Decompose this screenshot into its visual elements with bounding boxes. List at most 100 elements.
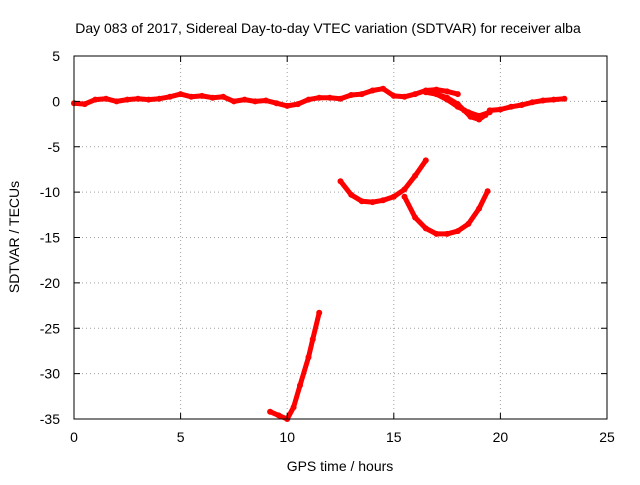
x-tick-label-1: 5 bbox=[177, 429, 185, 445]
point-steep-descent-1 bbox=[275, 412, 282, 419]
point-main-band-4 bbox=[113, 98, 120, 105]
series-line-arc-2 bbox=[402, 188, 491, 237]
y-tick-label-8: -35 bbox=[40, 411, 60, 427]
point-late-band-1 bbox=[497, 106, 504, 113]
point-main-band-23 bbox=[316, 94, 323, 101]
point-main-band-31 bbox=[401, 93, 408, 100]
chart-title: Day 083 of 2017, Sidereal Day-to-day VTE… bbox=[75, 20, 581, 36]
point-main-band-26 bbox=[348, 92, 355, 98]
point-arc-2-4 bbox=[444, 230, 451, 237]
point-late-band-4 bbox=[529, 99, 536, 106]
point-dip-branch-lower-2 bbox=[454, 101, 461, 108]
x-tick-label-5: 25 bbox=[599, 429, 615, 445]
series-dip-branch-lower bbox=[433, 91, 489, 123]
x-axis-label: GPS time / hours bbox=[287, 458, 394, 474]
point-main-band-7 bbox=[145, 96, 152, 103]
x-tick-label-4: 20 bbox=[493, 429, 509, 445]
point-main-band-8 bbox=[156, 95, 163, 102]
point-main-band-25 bbox=[337, 95, 344, 102]
series-group bbox=[71, 85, 568, 422]
point-main-band-15 bbox=[230, 98, 237, 105]
point-main-band-30 bbox=[390, 92, 397, 99]
y-tick-label-5: -20 bbox=[40, 275, 60, 291]
series-arc-2 bbox=[401, 188, 491, 237]
point-dip-branch-lower-5 bbox=[476, 116, 483, 123]
point-main-band-18 bbox=[262, 97, 269, 104]
point-arc-2-5 bbox=[454, 228, 461, 235]
point-dip-branch-lower-1 bbox=[444, 94, 451, 101]
point-steep-descent-3 bbox=[290, 404, 297, 411]
x-tick-label-3: 15 bbox=[386, 429, 402, 445]
point-main-band-9 bbox=[166, 93, 173, 100]
point-arc-2-1 bbox=[412, 214, 419, 221]
point-main-band-1 bbox=[81, 101, 88, 108]
point-main-band-35 bbox=[444, 88, 451, 95]
point-main-band-19 bbox=[273, 100, 280, 107]
point-arc-1-1 bbox=[348, 191, 355, 198]
point-main-band-27 bbox=[358, 91, 365, 98]
point-dip-branch-lower-4 bbox=[467, 113, 474, 120]
series-arc-1 bbox=[337, 157, 429, 206]
point-dip-branch-lower-3 bbox=[461, 107, 468, 114]
axis-ticks: 0 5 10 15 20 25 5 0 -5 -10 -15 -20 -25 -30 -35 bbox=[40, 48, 615, 445]
point-steep-descent-5 bbox=[305, 354, 312, 361]
point-arc-1-4 bbox=[380, 197, 387, 204]
point-main-band-13 bbox=[209, 94, 216, 101]
point-arc-1-2 bbox=[358, 198, 365, 205]
series-steep-descent bbox=[267, 309, 323, 422]
point-main-band-34 bbox=[433, 86, 440, 93]
point-main-band-14 bbox=[220, 93, 227, 100]
point-late-band-2 bbox=[508, 103, 515, 110]
point-main-band-17 bbox=[252, 98, 259, 105]
point-main-band-6 bbox=[135, 95, 141, 102]
point-arc-2-6 bbox=[465, 220, 472, 227]
point-dip-branch-upper-0 bbox=[422, 89, 429, 96]
point-late-band-5 bbox=[540, 97, 546, 104]
point-main-band-11 bbox=[188, 93, 195, 100]
series-main-band bbox=[71, 85, 461, 109]
point-arc-1-3 bbox=[369, 199, 376, 206]
point-arc-1-8 bbox=[422, 157, 429, 164]
plot-frame bbox=[73, 55, 608, 420]
point-main-band-3 bbox=[103, 95, 109, 102]
grid-lines bbox=[74, 56, 607, 419]
x-tick-label-2: 10 bbox=[279, 429, 295, 445]
point-arc-2-2 bbox=[422, 225, 429, 232]
point-main-band-5 bbox=[124, 96, 131, 103]
point-arc-2-0 bbox=[401, 193, 408, 200]
point-main-band-32 bbox=[412, 91, 419, 98]
point-arc-1-0 bbox=[337, 178, 344, 185]
point-main-band-10 bbox=[177, 91, 184, 98]
point-main-band-12 bbox=[198, 92, 205, 99]
point-main-band-22 bbox=[305, 96, 312, 103]
point-main-band-2 bbox=[92, 96, 99, 103]
point-late-band-3 bbox=[518, 102, 525, 108]
point-steep-descent-6 bbox=[309, 336, 316, 343]
point-late-band-6 bbox=[550, 96, 557, 103]
point-late-band-0 bbox=[486, 107, 493, 114]
y-tick-label-2: -5 bbox=[48, 139, 61, 155]
y-tick-label-0: 5 bbox=[52, 48, 60, 64]
point-arc-1-7 bbox=[412, 172, 419, 179]
point-dip-branch-lower-6 bbox=[482, 112, 489, 118]
point-main-band-28 bbox=[369, 87, 376, 94]
point-main-band-29 bbox=[380, 85, 387, 92]
point-main-band-21 bbox=[294, 101, 301, 108]
point-arc-1-6 bbox=[401, 186, 408, 193]
y-tick-label-1: 0 bbox=[52, 93, 60, 109]
point-arc-2-3 bbox=[433, 230, 440, 237]
y-tick-label-3: -10 bbox=[40, 184, 60, 200]
point-main-band-36 bbox=[454, 91, 461, 98]
point-steep-descent-4 bbox=[297, 382, 303, 389]
point-steep-descent-7 bbox=[316, 309, 323, 316]
y-tick-label-6: -25 bbox=[40, 320, 60, 336]
point-late-band-7 bbox=[561, 95, 568, 102]
point-main-band-16 bbox=[241, 96, 248, 103]
point-arc-2-7 bbox=[476, 205, 483, 212]
point-dip-branch-lower-0 bbox=[433, 91, 440, 98]
y-tick-label-4: -15 bbox=[40, 230, 60, 246]
point-arc-2-8 bbox=[484, 188, 491, 195]
y-tick-label-7: -30 bbox=[40, 366, 60, 382]
x-tick-label-0: 0 bbox=[70, 429, 78, 445]
